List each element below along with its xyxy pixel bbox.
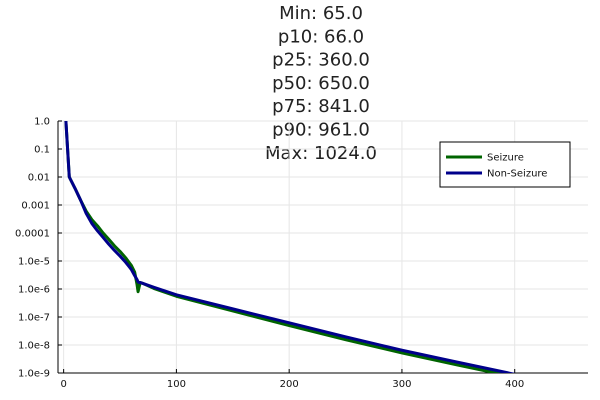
x-tick-label: 300	[392, 379, 411, 390]
x-tick-label: 0	[60, 379, 66, 390]
title-line: p10: 66.0	[278, 26, 364, 47]
y-tick-label: 1.0	[34, 117, 50, 128]
y-tick-label: 0.0001	[15, 229, 50, 240]
series-line-non-seizure	[64, 121, 516, 373]
title-line: Max: 1024.0	[265, 143, 377, 164]
x-tick-label: 400	[505, 379, 524, 390]
y-tick-label: 1.0e-7	[18, 313, 50, 324]
plot-area	[64, 121, 516, 373]
x-tick-label: 100	[167, 379, 186, 390]
x-tick-label: 200	[280, 379, 299, 390]
legend-label: Non-Seizure	[487, 169, 547, 180]
y-tick-label: 1.0e-6	[18, 285, 50, 296]
title-line: p90: 961.0	[272, 120, 370, 141]
title-line: p50: 650.0	[272, 73, 370, 94]
y-tick-label: 1.0e-5	[18, 257, 50, 268]
y-tick-label: 0.1	[34, 145, 50, 156]
legend-box	[439, 141, 571, 188]
y-tick-label: 1.0e-9	[18, 369, 50, 380]
y-tick-label: 0.01	[28, 173, 50, 184]
title-line: Min: 65.0	[279, 3, 363, 24]
tick-labels: 0 100 200 300 400 1.0e-9 1.0e-8 1.0e-7 1.0e-6 1.0…	[15, 117, 524, 391]
title-line: p75: 841.0	[272, 96, 370, 117]
y-tick-label: 0.001	[21, 201, 50, 212]
legend: Seizure Non-Seizure	[439, 141, 571, 188]
title-line: p25: 360.0	[272, 50, 370, 71]
y-tick-label: 1.0e-8	[18, 341, 50, 352]
legend-label: Seizure	[487, 153, 524, 164]
